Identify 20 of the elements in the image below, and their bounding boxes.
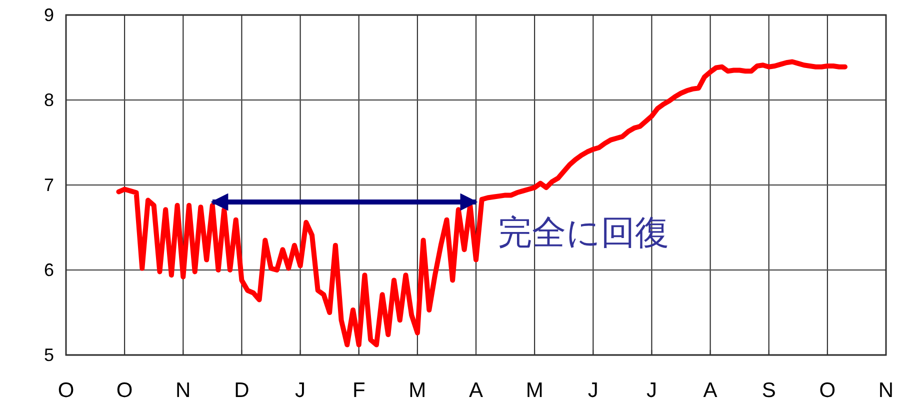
x-tick-label: M (408, 379, 426, 402)
x-tick-label: O (116, 379, 133, 402)
y-tick-label: 7 (44, 175, 54, 195)
y-tick-label: 8 (44, 90, 54, 110)
x-tick-label: F (352, 379, 366, 402)
x-tick-label: A (468, 379, 484, 402)
x-tick-label: J (588, 379, 598, 402)
x-tick-label: M (526, 379, 544, 402)
x-tick-label: N (878, 379, 894, 402)
x-tick-label: J (646, 379, 657, 402)
x-tick-label: J (295, 379, 306, 402)
x-tick-label: A (703, 379, 718, 402)
x-tick-label: D (234, 379, 250, 402)
y-tick-label: 6 (44, 260, 54, 280)
y-tick-label: 5 (44, 345, 54, 365)
x-tick-label: O (819, 379, 836, 402)
y-tick-label: 9 (44, 5, 54, 25)
x-tick-label: N (176, 379, 191, 402)
x-tick-label: S (762, 379, 776, 402)
x-tick-label: O (58, 379, 74, 402)
